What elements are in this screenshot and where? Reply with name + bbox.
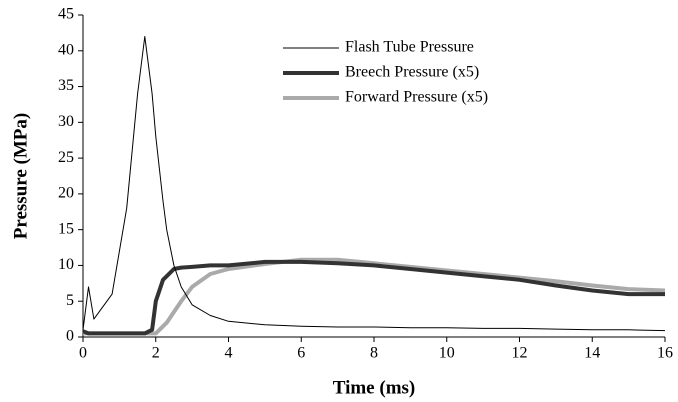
legend-label: Flash Tube Pressure — [345, 39, 474, 56]
y-tick-label: 0 — [66, 328, 74, 345]
y-tick-label: 35 — [58, 77, 74, 94]
legend-label: Forward Pressure (x5) — [345, 89, 488, 106]
y-tick-label: 10 — [58, 256, 74, 273]
series-line — [82, 36, 666, 332]
y-tick-label: 15 — [58, 220, 74, 237]
legend-label: Breech Pressure (x5) — [345, 64, 479, 81]
series-line — [82, 259, 665, 336]
x-axis-title: Time (ms) — [333, 377, 416, 398]
x-tick-label: 14 — [584, 345, 600, 362]
x-tick-label: 12 — [512, 345, 528, 362]
y-tick-label: 30 — [58, 113, 74, 130]
y-tick-label: 40 — [58, 41, 74, 58]
x-tick-label: 2 — [152, 345, 160, 362]
x-tick-label: 4 — [225, 345, 233, 362]
x-tick-label: 6 — [297, 345, 305, 362]
y-tick-label: 5 — [66, 292, 74, 309]
x-tick-label: 0 — [79, 345, 87, 362]
y-tick-label: 25 — [58, 149, 74, 166]
y-axis-title: Pressure (MPa) — [10, 113, 31, 239]
x-tick-label: 8 — [370, 345, 378, 362]
x-tick-label: 16 — [657, 345, 673, 362]
x-tick-label: 10 — [439, 345, 455, 362]
y-tick-label: 20 — [58, 185, 74, 202]
y-tick-label: 45 — [58, 6, 74, 23]
